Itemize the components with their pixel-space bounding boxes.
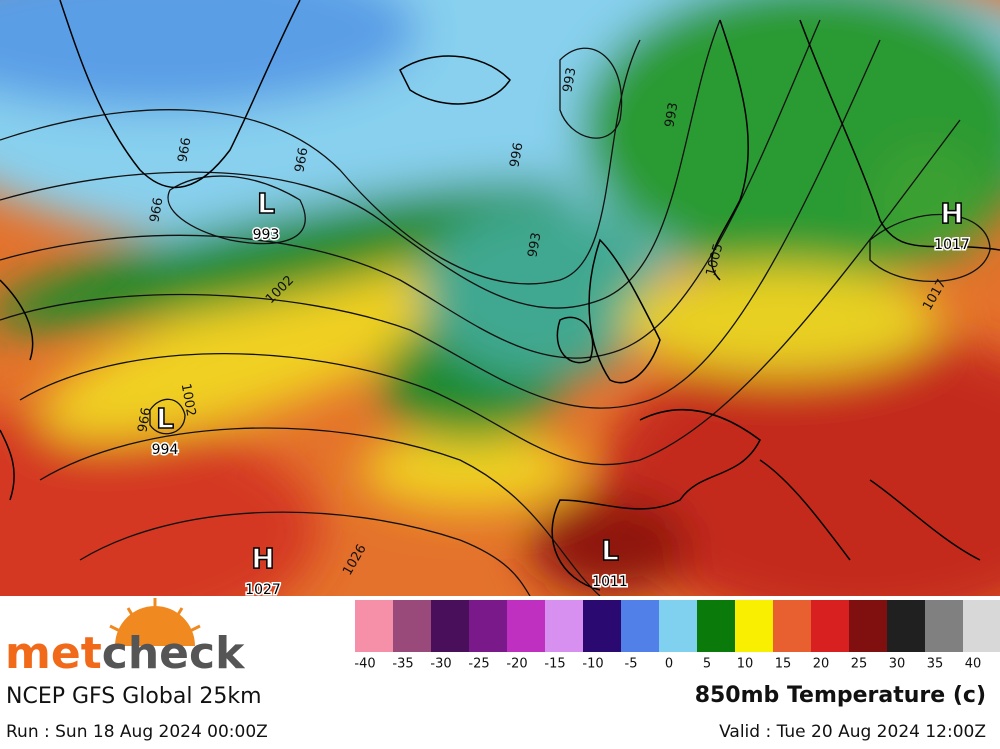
legend-swatch [621, 600, 659, 652]
legend-swatch [393, 600, 431, 652]
map-title: 850mb Temperature (c) [694, 683, 986, 708]
temperature-field [0, 0, 1000, 596]
legend-label: 20 [813, 657, 830, 672]
legend-label: 25 [851, 657, 868, 672]
isobar-label: 966 [175, 136, 194, 163]
legend-swatch [697, 600, 735, 652]
isobar-label: 993 [560, 66, 579, 93]
pressure-value: 993 [253, 227, 280, 243]
legend-swatch [545, 600, 583, 652]
legend-swatch [431, 600, 469, 652]
pressure-letter: H [251, 542, 274, 575]
logo: metcheck [5, 628, 246, 679]
pressure-value: 1017 [934, 237, 970, 253]
isobar-label: 996 [507, 141, 526, 168]
pressure-letter: L [156, 402, 174, 435]
legend-label: -10 [582, 657, 603, 672]
pressure-value: 994 [152, 442, 179, 458]
legend-label: 0 [665, 657, 673, 672]
isobar-label: 1002 [178, 382, 199, 417]
legend-swatch [659, 600, 697, 652]
model-name: NCEP GFS Global 25km [6, 684, 262, 709]
valid-time: Valid : Tue 20 Aug 2024 12:00Z [719, 722, 986, 742]
legend-label: 30 [889, 657, 906, 672]
logo-part: met [5, 628, 102, 679]
run-time: Run : Sun 18 Aug 2024 00:00Z [6, 722, 268, 742]
isobars [0, 19, 991, 596]
pressure-value: 1011 [592, 574, 628, 590]
legend-swatch [849, 600, 887, 652]
map: L 993 L 994 H 1027 L 1011 H 1017 993 993 996 966 966 96… [0, 0, 1000, 596]
legend-label: -35 [392, 657, 413, 672]
coastlines [0, 0, 1000, 591]
pressure-letter: H [940, 197, 963, 230]
isobar-label: 966 [292, 146, 311, 173]
pressure-letter: L [601, 534, 619, 567]
legend-swatch [773, 600, 811, 652]
legend-swatch [355, 600, 393, 652]
isobar-label: 993 [662, 101, 681, 128]
logo-part: check [102, 628, 246, 679]
legend-label: 35 [927, 657, 944, 672]
legend-swatch [469, 600, 507, 652]
isobar-label: 966 [147, 196, 166, 223]
pressure-value: 1027 [245, 582, 281, 596]
logo-sun [109, 598, 201, 646]
legend-label: -5 [625, 657, 638, 672]
legend-label: 40 [965, 657, 982, 672]
legend-swatch [963, 600, 1000, 652]
legend-label: -30 [430, 657, 451, 672]
legend-label: -15 [544, 657, 565, 672]
legend-label: -40 [354, 657, 375, 672]
legend-label: 5 [703, 657, 711, 672]
legend-swatch [887, 600, 925, 652]
pressure-letter: L [257, 187, 275, 220]
legend-label: -25 [468, 657, 489, 672]
isobar-label: 966 [135, 406, 154, 433]
bottom-panel: metcheck -40 -35 -30 -25 -20 -15 -10 -5 0 5 10 15 20… [5, 598, 1000, 679]
legend-label: 15 [775, 657, 792, 672]
legend-swatch [583, 600, 621, 652]
legend-label: 10 [737, 657, 754, 672]
legend-swatch [735, 600, 773, 652]
legend-label: -20 [506, 657, 527, 672]
legend-swatch [925, 600, 963, 652]
legend-swatch [507, 600, 545, 652]
legend-swatch [811, 600, 849, 652]
isobar-label: 993 [525, 231, 544, 258]
